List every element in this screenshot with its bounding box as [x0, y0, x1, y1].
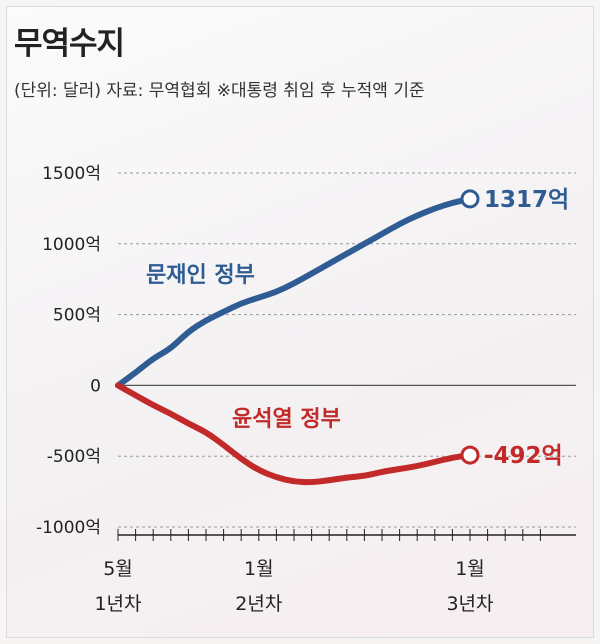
x-tick-label: 1년차	[94, 593, 141, 615]
series-end-value-label: 1317억	[484, 187, 569, 213]
series-name-label: 문재인 정부	[146, 263, 255, 288]
grid-lines	[118, 172, 576, 528]
chart-card	[6, 6, 594, 638]
series-name-label: 윤석열 정부	[232, 407, 341, 432]
x-tick-label: 5월	[103, 558, 133, 580]
series-line	[115, 195, 473, 389]
y-tick-label: 1000억	[42, 235, 101, 255]
y-tick-label: -500억	[47, 447, 101, 467]
series-endpoint-marker	[460, 445, 480, 465]
series-end-value-label: -492억	[484, 443, 563, 469]
y-axis-ticks: 1500억 1000억 500억 0 -500억 -1000억	[36, 164, 101, 538]
x-tick-label: 2년차	[235, 593, 282, 615]
y-tick-label: 500억	[53, 306, 101, 326]
chart-title: 무역수지	[14, 26, 125, 62]
series-lines	[115, 189, 480, 486]
x-tick-label: 1월	[455, 558, 485, 580]
x-axis: 5월 1년차 1월 2년차 1월 3년차	[94, 529, 576, 615]
x-tick-label: 3년차	[446, 593, 493, 615]
y-tick-label: -1000억	[36, 518, 101, 538]
series-line	[115, 382, 473, 486]
y-tick-label: 0	[90, 376, 101, 396]
series-endpoint-marker	[460, 189, 480, 209]
x-tick-label: 1월	[244, 558, 274, 580]
chart-subtitle: (단위: 달러) 자료: 무역협회 ※대통령 취임 후 누적액 기준	[14, 81, 425, 101]
y-tick-label: 1500억	[42, 164, 101, 184]
